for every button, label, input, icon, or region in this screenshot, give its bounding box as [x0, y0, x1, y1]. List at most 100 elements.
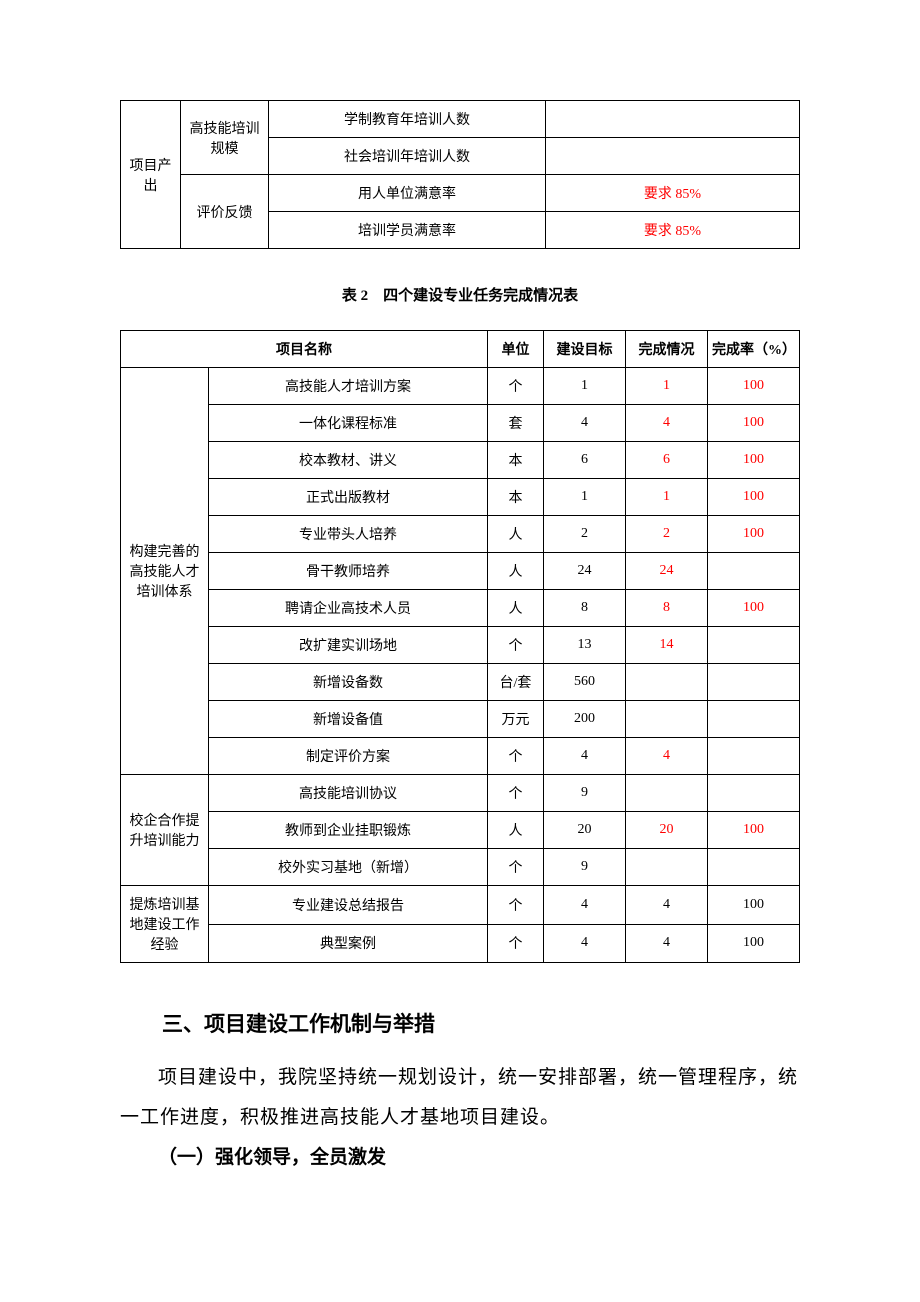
table-row: 骨干教师培养人2424 — [121, 553, 800, 590]
item-rate: 100 — [708, 405, 800, 442]
item-completion: 24 — [626, 553, 708, 590]
group-title-cell: 提炼培训基地建设工作经验 — [121, 886, 209, 963]
item-rate: 100 — [708, 812, 800, 849]
item-rate: 100 — [708, 442, 800, 479]
item-name: 校外实习基地（新增） — [209, 849, 488, 886]
metric-label: 用人单位满意率 — [269, 175, 546, 212]
table-row: 构建完善的高技能人才培训体系高技能人才培训方案个11100 — [121, 368, 800, 405]
item-name: 正式出版教材 — [209, 479, 488, 516]
header-completion: 完成情况 — [626, 331, 708, 368]
item-name: 骨干教师培养 — [209, 553, 488, 590]
item-rate — [708, 553, 800, 590]
item-target: 6 — [544, 442, 626, 479]
item-target: 9 — [544, 849, 626, 886]
table-row: 典型案例个44100 — [121, 924, 800, 963]
item-completion: 20 — [626, 812, 708, 849]
item-unit: 万元 — [488, 701, 544, 738]
item-name: 新增设备数 — [209, 664, 488, 701]
metric-value: 要求 85% — [546, 175, 800, 212]
item-unit: 个 — [488, 924, 544, 963]
table-construction-tasks: 项目名称 单位 建设目标 完成情况 完成率（%） 构建完善的高技能人才培训体系高… — [120, 330, 800, 963]
item-completion: 1 — [626, 368, 708, 405]
item-name: 一体化课程标准 — [209, 405, 488, 442]
item-target: 8 — [544, 590, 626, 627]
item-unit: 套 — [488, 405, 544, 442]
metric-value: 要求 85% — [546, 212, 800, 249]
item-target: 4 — [544, 405, 626, 442]
item-name: 新增设备值 — [209, 701, 488, 738]
table-project-output: 项目产出高技能培训规模学制教育年培训人数社会培训年培训人数评价反馈用人单位满意率… — [120, 100, 800, 249]
table-row: 新增设备数台/套560 — [121, 664, 800, 701]
item-completion: 4 — [626, 405, 708, 442]
item-target: 4 — [544, 886, 626, 925]
item-name: 制定评价方案 — [209, 738, 488, 775]
item-unit: 人 — [488, 590, 544, 627]
table-row: 评价反馈用人单位满意率要求 85% — [121, 175, 800, 212]
item-name: 专业带头人培养 — [209, 516, 488, 553]
item-completion: 4 — [626, 738, 708, 775]
item-completion: 6 — [626, 442, 708, 479]
table-row: 校外实习基地（新增）个9 — [121, 849, 800, 886]
item-completion — [626, 775, 708, 812]
item-target: 1 — [544, 368, 626, 405]
metric-value — [546, 138, 800, 175]
item-unit: 个 — [488, 775, 544, 812]
item-unit: 本 — [488, 479, 544, 516]
item-rate: 100 — [708, 368, 800, 405]
table-row: 项目名称 单位 建设目标 完成情况 完成率（%） — [121, 331, 800, 368]
item-completion — [626, 664, 708, 701]
item-rate — [708, 701, 800, 738]
table-row: 正式出版教材本11100 — [121, 479, 800, 516]
metric-label: 社会培训年培训人数 — [269, 138, 546, 175]
item-completion — [626, 701, 708, 738]
item-rate: 100 — [708, 479, 800, 516]
metric-label: 学制教育年培训人数 — [269, 101, 546, 138]
item-name: 聘请企业高技术人员 — [209, 590, 488, 627]
item-target: 4 — [544, 924, 626, 963]
table-row: 校企合作提升培训能力高技能培训协议个9 — [121, 775, 800, 812]
table-row: 一体化课程标准套44100 — [121, 405, 800, 442]
item-target: 24 — [544, 553, 626, 590]
table-row: 提炼培训基地建设工作经验专业建设总结报告个44100 — [121, 886, 800, 925]
header-unit: 单位 — [488, 331, 544, 368]
metric-label: 培训学员满意率 — [269, 212, 546, 249]
table-row: 制定评价方案个44 — [121, 738, 800, 775]
section-paragraph: 项目建设中，我院坚持统一规划设计，统一安排部署，统一管理程序，统一工作进度，积极… — [120, 1058, 800, 1138]
item-name: 高技能培训协议 — [209, 775, 488, 812]
item-name: 高技能人才培训方案 — [209, 368, 488, 405]
item-rate — [708, 849, 800, 886]
item-completion: 14 — [626, 627, 708, 664]
subcategory-cell: 评价反馈 — [181, 175, 269, 249]
item-target: 9 — [544, 775, 626, 812]
table-row: 项目产出高技能培训规模学制教育年培训人数 — [121, 101, 800, 138]
group-title-cell: 校企合作提升培训能力 — [121, 775, 209, 886]
table-row: 聘请企业高技术人员人88100 — [121, 590, 800, 627]
item-rate: 100 — [708, 590, 800, 627]
item-completion: 4 — [626, 886, 708, 925]
item-rate: 100 — [708, 886, 800, 925]
item-unit: 台/套 — [488, 664, 544, 701]
metric-value — [546, 101, 800, 138]
group-title-cell: 构建完善的高技能人才培训体系 — [121, 368, 209, 775]
item-rate — [708, 627, 800, 664]
item-unit: 个 — [488, 627, 544, 664]
item-name: 典型案例 — [209, 924, 488, 963]
item-rate — [708, 775, 800, 812]
item-name: 校本教材、讲义 — [209, 442, 488, 479]
table-row: 新增设备值万元200 — [121, 701, 800, 738]
section-subheading: （一）强化领导，全员激发 — [120, 1138, 800, 1178]
item-target: 4 — [544, 738, 626, 775]
table-row: 改扩建实训场地个1314 — [121, 627, 800, 664]
item-name: 改扩建实训场地 — [209, 627, 488, 664]
category-cell: 项目产出 — [121, 101, 181, 249]
item-name: 教师到企业挂职锻炼 — [209, 812, 488, 849]
table-row: 专业带头人培养人22100 — [121, 516, 800, 553]
item-unit: 人 — [488, 812, 544, 849]
item-unit: 个 — [488, 849, 544, 886]
item-unit: 个 — [488, 886, 544, 925]
item-completion: 2 — [626, 516, 708, 553]
item-rate — [708, 664, 800, 701]
item-completion — [626, 849, 708, 886]
item-rate: 100 — [708, 924, 800, 963]
item-unit: 个 — [488, 738, 544, 775]
